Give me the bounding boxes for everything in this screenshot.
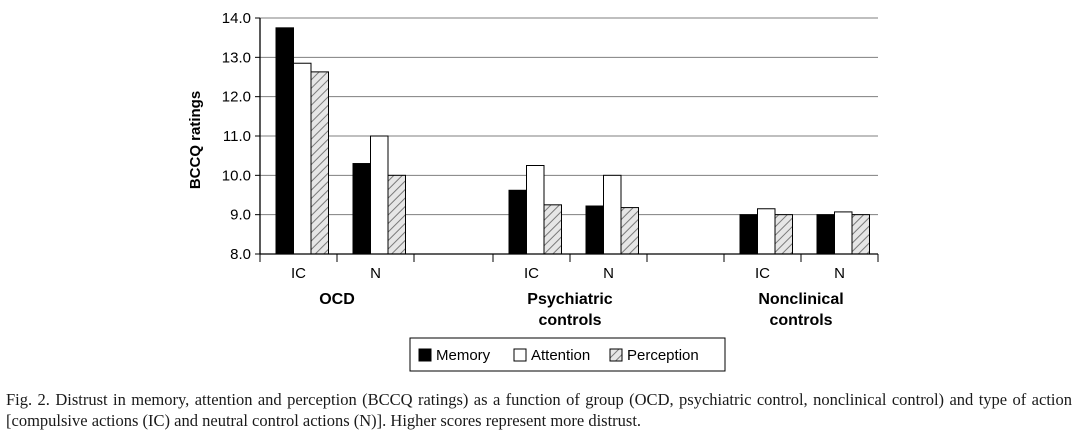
x-category-label: IC [291,265,306,282]
legend-label-memory: Memory [436,347,491,364]
bar-perception-n [851,214,870,255]
group-label: Nonclinical [758,291,843,308]
y-axis-ticks: 8.0 9.0 10.0 11.0 12.0 13.0 14.0 [222,10,260,263]
bar-perception-n [620,207,639,255]
legend-swatch-attention [513,348,527,362]
y-tick-label: 11.0 [223,128,251,145]
bar-perception-ic [310,71,329,255]
y-axis-label: BCCQ ratings [187,91,204,189]
y-tick-label: 12.0 [222,89,251,106]
group-labels: OCD Psychiatric controls Nonclinical control… [319,291,843,329]
legend-label-attention: Attention [531,347,590,364]
group-label: controls [769,312,832,329]
bar-memory-n [585,205,604,255]
group-label: controls [538,312,601,329]
y-tick-label: 10.0 [222,167,251,184]
bar-chart: 8.09.010.011.012.013.014.0 BCCQ ratings … [187,10,879,372]
x-category-label: IC [755,265,770,282]
bar-memory-ic [739,214,758,255]
bar-attention-n [603,174,622,255]
bar-attention-ic [757,208,776,255]
figure-caption: Fig. 2. Distrust in memory, attention an… [6,390,1072,430]
group-label: Psychiatric [527,291,612,308]
bars [275,27,870,255]
bar-attention-ic [293,62,312,255]
legend-swatch-memory [418,348,432,362]
x-category-label: N [603,265,614,282]
legend: Memory Attention Perception [409,337,726,372]
group-label: OCD [319,291,355,308]
bar-perception-ic [774,214,793,255]
bar-attention-n [834,211,853,255]
y-tick-label: 14.0 [222,10,251,27]
bar-attention-n [370,135,389,255]
x-category-label: N [834,265,845,282]
x-axis-category-labels: IC N IC N IC N [291,265,845,282]
bar-memory-n [816,214,835,255]
y-tick-label: 13.0 [222,49,251,66]
x-category-label: N [370,265,381,282]
y-tick-label: 9.0 [230,207,251,224]
bar-memory-ic [508,189,527,255]
bar-perception-ic [543,204,562,255]
legend-swatch-perception [609,348,623,362]
bar-memory-n [352,163,371,255]
legend-box [409,337,726,372]
legend-label-perception: Perception [627,347,699,364]
bar-attention-ic [526,165,545,255]
bar-perception-n [387,174,406,255]
bar-memory-ic [275,27,294,255]
y-tick-label: 8.0 [230,246,251,263]
axes [259,18,879,262]
x-category-label: IC [524,265,539,282]
